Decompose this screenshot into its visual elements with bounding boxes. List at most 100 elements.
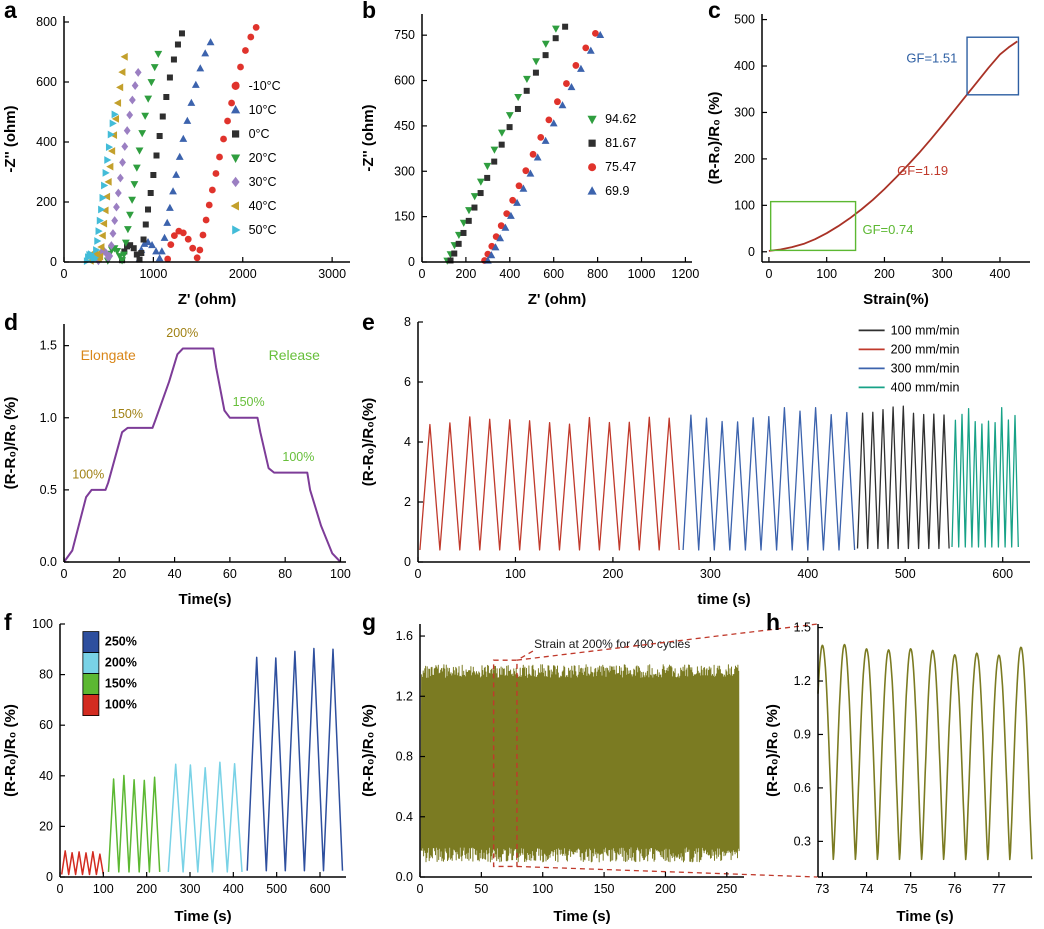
tick-labels: 0 20 40 60 80 100 0.0 0.5 1.0 1.5 bbox=[40, 339, 351, 581]
data-point bbox=[496, 234, 505, 242]
legend-color-block bbox=[82, 652, 100, 674]
x-axis-title: Time (s) bbox=[174, 908, 231, 925]
annotation-text: Strain at 200% for 400 cycles bbox=[534, 637, 690, 651]
legend-marker bbox=[588, 163, 597, 172]
annotation bbox=[492, 659, 518, 868]
data-point bbox=[104, 156, 112, 164]
chart-a-canvas: 0 1000 2000 3000 0 200 400 600 800 Z' (ohm) -Z'' (… bbox=[2, 15, 350, 308]
series-layer bbox=[768, 40, 1018, 252]
annotation bbox=[966, 36, 1020, 96]
legend-label: 69.9 bbox=[605, 184, 629, 198]
x-tick-label: 100 bbox=[532, 882, 553, 896]
chart-g-canvas: Strain at 200% for 400 cycles 0 50 100 150 20… bbox=[360, 623, 818, 925]
data-point bbox=[497, 222, 505, 230]
data-point bbox=[487, 251, 496, 259]
y-tick-label: 0 bbox=[408, 255, 415, 269]
annotation-text: Elongate bbox=[81, 347, 136, 363]
data-point bbox=[572, 62, 580, 69]
panel-letter-d: d bbox=[4, 309, 19, 335]
series-94.62 bbox=[443, 25, 560, 265]
x-tick-label: 300 bbox=[700, 567, 721, 581]
x-axis-title: time (s) bbox=[697, 591, 750, 608]
chart-root: 0 100 200 300 400 500 600 0 2 4 6 8 time (s) (R-R₀)/R… bbox=[360, 315, 1030, 608]
legend-marker bbox=[231, 154, 241, 163]
data-point bbox=[113, 99, 122, 107]
y-tick-label: 80 bbox=[39, 668, 53, 682]
ticks bbox=[818, 626, 1000, 877]
panel-d: d Elongate Release 100% 150% 200% 150% 100% 0 20… bbox=[0, 309, 358, 612]
data-point bbox=[477, 190, 484, 197]
data-point bbox=[542, 52, 549, 59]
data-point bbox=[118, 257, 127, 265]
annotation bbox=[769, 200, 857, 252]
data-point bbox=[111, 110, 119, 119]
panel-f: f 0 100 200 300 400 500 600 0 20 40 60 80 100 Time (s… bbox=[0, 609, 358, 929]
series-150% bbox=[107, 774, 161, 873]
data-point bbox=[514, 93, 523, 102]
x-axis-title: Time(s) bbox=[178, 591, 231, 608]
data-point bbox=[119, 157, 126, 167]
x-tick-label: 300 bbox=[180, 882, 201, 896]
data-point bbox=[130, 181, 139, 189]
data-point bbox=[142, 221, 149, 228]
ticks bbox=[63, 345, 342, 563]
data-point bbox=[242, 47, 249, 54]
y-tick-label: 200 bbox=[36, 195, 57, 209]
data-point bbox=[134, 67, 142, 77]
data-point bbox=[189, 244, 197, 252]
x-tick-label: 74 bbox=[860, 882, 874, 896]
data-point bbox=[99, 219, 108, 228]
data-point bbox=[147, 79, 156, 87]
data-point bbox=[206, 38, 215, 46]
panel-a: a 0 1000 2000 3000 0 200 400 600 800 Z' (ohm) -Z''… bbox=[0, 0, 358, 312]
data-point bbox=[252, 24, 260, 31]
data-point bbox=[237, 63, 244, 71]
annotation-rect bbox=[769, 200, 857, 252]
y-tick-label: 800 bbox=[36, 15, 57, 29]
data-line bbox=[246, 647, 344, 872]
data-point bbox=[155, 254, 164, 262]
data-point bbox=[459, 219, 468, 227]
data-point bbox=[113, 202, 120, 212]
annotation: 100% bbox=[72, 467, 104, 481]
data-point bbox=[94, 237, 102, 245]
data-point bbox=[109, 229, 117, 238]
legend-marker bbox=[587, 115, 597, 125]
x-tick-label: 200 bbox=[136, 882, 157, 896]
data-point bbox=[163, 218, 172, 226]
axes bbox=[817, 624, 1032, 878]
data-point bbox=[178, 30, 185, 37]
data-point bbox=[196, 64, 205, 72]
data-point bbox=[131, 81, 139, 91]
data-point bbox=[119, 251, 128, 259]
ticks bbox=[762, 18, 1001, 262]
data-point bbox=[140, 236, 147, 243]
y-tick-label: 0.0 bbox=[40, 555, 57, 569]
annotation: 150% bbox=[111, 407, 143, 421]
annotation-rect bbox=[966, 36, 1020, 96]
legend: -10°C 10°C 0°C 20°C 30°C 40°C 50°C bbox=[230, 79, 281, 237]
x-tick-label: 300 bbox=[932, 267, 953, 281]
panel-letter-a: a bbox=[4, 0, 17, 23]
data-point bbox=[199, 231, 207, 239]
series-75.47 bbox=[481, 29, 599, 264]
y-tick-label: 40 bbox=[39, 769, 53, 783]
legend-label: 50°C bbox=[249, 223, 277, 237]
series-250% bbox=[246, 647, 344, 872]
annotation: 150% bbox=[233, 395, 265, 409]
chart-b-canvas: 0 200 400 600 800 1000 1200 0 150 300 450 600 750 Z' … bbox=[360, 14, 700, 308]
data-point bbox=[509, 196, 517, 204]
data-point bbox=[506, 124, 513, 131]
data-point bbox=[551, 25, 560, 33]
data-point bbox=[107, 130, 115, 139]
data-point bbox=[109, 119, 117, 128]
legend-label: 75.47 bbox=[605, 160, 636, 174]
x-axis-title: Z' (ohm) bbox=[178, 291, 237, 308]
data-point bbox=[113, 248, 122, 256]
data-point bbox=[141, 112, 150, 120]
x-tick-label: 1200 bbox=[672, 267, 700, 281]
chart-root: 0 1000 2000 3000 0 200 400 600 800 Z' (ohm) -Z'' (… bbox=[2, 15, 350, 308]
data-point bbox=[138, 250, 145, 256]
data-point bbox=[514, 105, 521, 112]
